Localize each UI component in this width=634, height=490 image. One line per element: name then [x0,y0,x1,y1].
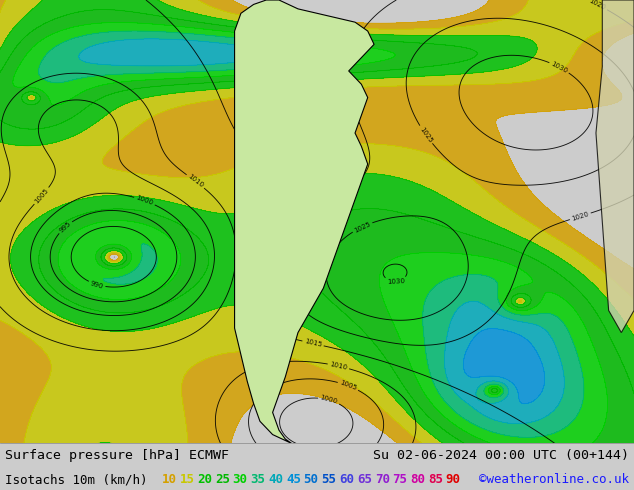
Text: ©weatheronline.co.uk: ©weatheronline.co.uk [479,473,629,486]
Text: 25: 25 [215,473,230,486]
Text: 80: 80 [410,473,425,486]
Text: 50: 50 [304,473,319,486]
Text: 65: 65 [357,473,372,486]
Text: 1025: 1025 [353,220,372,233]
Text: 75: 75 [392,473,408,486]
Text: 90: 90 [446,473,461,486]
Text: 45: 45 [286,473,301,486]
Text: 990: 990 [89,280,104,290]
Text: 1020: 1020 [588,0,607,11]
Polygon shape [235,0,374,443]
Text: 995: 995 [58,220,72,234]
Text: 85: 85 [428,473,443,486]
Text: 20: 20 [197,473,212,486]
Text: 70: 70 [375,473,390,486]
Text: Surface pressure [hPa] ECMWF: Surface pressure [hPa] ECMWF [5,448,229,462]
Polygon shape [596,0,634,333]
Text: 1030: 1030 [550,60,569,74]
Text: 1025: 1025 [418,126,434,144]
Text: 1020: 1020 [571,211,590,222]
Text: 1005: 1005 [339,380,358,392]
Text: 60: 60 [339,473,354,486]
Text: 1015: 1015 [304,339,323,348]
Text: 10: 10 [162,473,177,486]
Text: 1000: 1000 [135,195,154,207]
Text: 1000: 1000 [320,394,339,405]
Text: 1010: 1010 [186,173,204,189]
Text: Isotachs 10m (km/h): Isotachs 10m (km/h) [5,473,148,486]
Text: 1005: 1005 [34,187,49,205]
Text: 15: 15 [179,473,195,486]
Text: 30: 30 [233,473,248,486]
Text: 40: 40 [268,473,283,486]
Text: 1010: 1010 [329,361,348,371]
Text: 35: 35 [250,473,266,486]
Text: 1030: 1030 [387,277,404,285]
Text: Su 02-06-2024 00:00 UTC (00+144): Su 02-06-2024 00:00 UTC (00+144) [373,448,629,462]
Text: 55: 55 [321,473,337,486]
